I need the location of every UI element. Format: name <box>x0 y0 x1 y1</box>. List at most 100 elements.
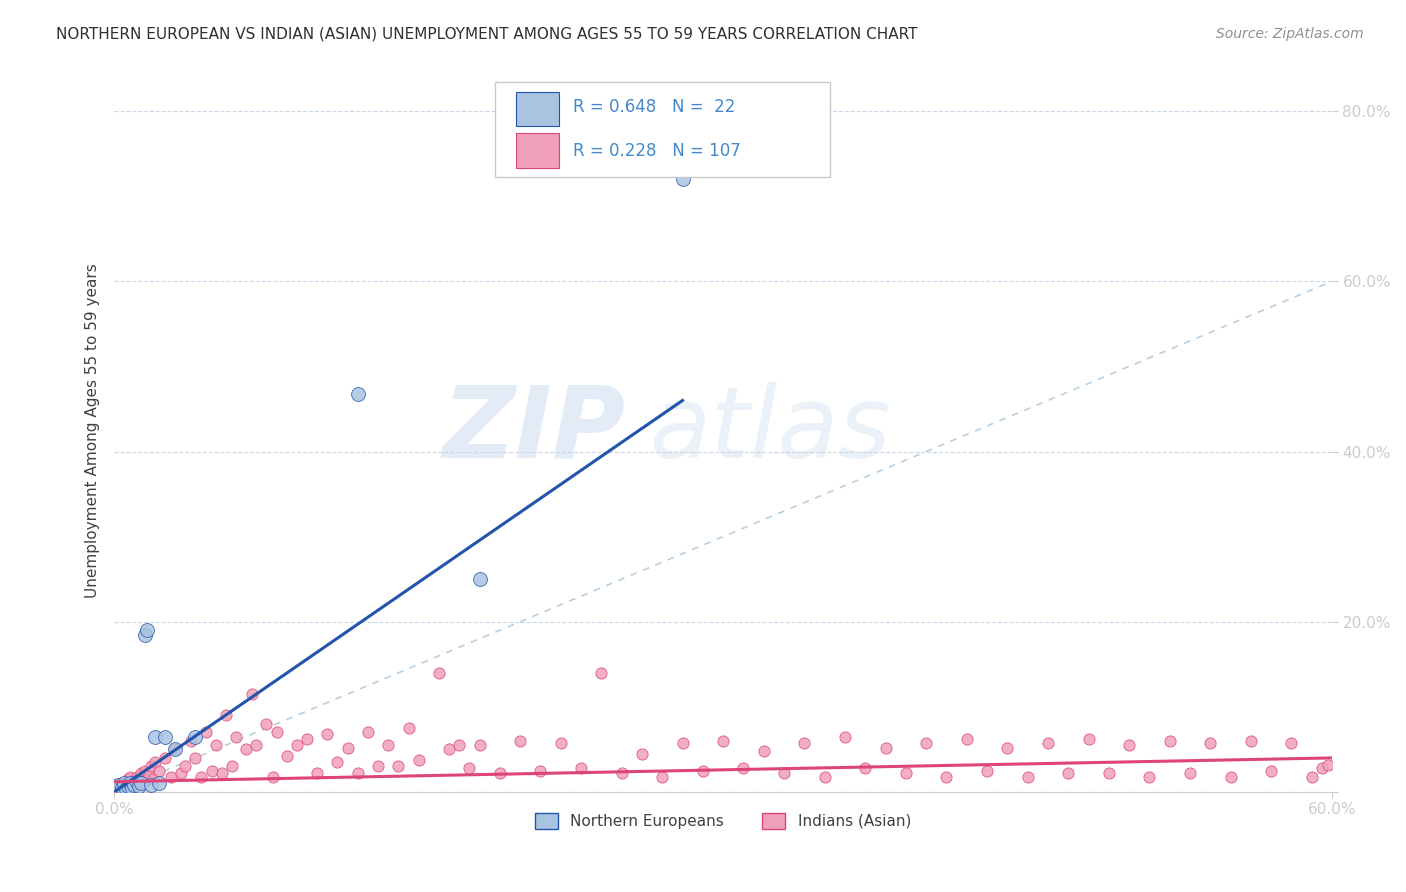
Point <box>165 742 187 756</box>
Point <box>1219 770 1241 784</box>
Point <box>489 766 512 780</box>
Point <box>135 772 157 787</box>
Point <box>121 780 143 795</box>
Point <box>834 730 856 744</box>
Text: R = 0.648   N =  22: R = 0.648 N = 22 <box>574 98 735 116</box>
Point <box>215 708 238 723</box>
Point <box>733 761 755 775</box>
Point <box>814 770 837 784</box>
Point <box>124 778 146 792</box>
Point <box>1057 766 1080 780</box>
Point <box>569 761 592 775</box>
Point <box>134 764 156 778</box>
FancyBboxPatch shape <box>495 81 831 177</box>
Point <box>1118 738 1140 752</box>
Text: Source: ZipAtlas.com: Source: ZipAtlas.com <box>1216 27 1364 41</box>
Point <box>752 744 775 758</box>
Point <box>427 665 450 680</box>
Point <box>125 774 148 789</box>
Point <box>120 770 142 784</box>
Point <box>235 742 257 756</box>
Point <box>285 738 308 752</box>
Point <box>112 776 135 790</box>
Point <box>174 759 197 773</box>
Point <box>225 730 247 744</box>
Point <box>135 624 157 638</box>
Point <box>326 755 349 769</box>
Point <box>125 770 148 784</box>
Point <box>124 774 146 789</box>
Point <box>240 687 263 701</box>
Point <box>398 721 420 735</box>
Point <box>875 740 897 755</box>
Bar <box>516 133 558 168</box>
Point <box>170 766 193 780</box>
Text: atlas: atlas <box>650 382 891 479</box>
Point <box>346 386 368 401</box>
Point <box>121 776 143 790</box>
Point <box>1098 766 1121 780</box>
Point <box>773 766 796 780</box>
Point <box>190 770 212 784</box>
Point <box>449 738 471 752</box>
Point <box>793 736 815 750</box>
Point <box>295 732 318 747</box>
Point <box>468 738 491 752</box>
Point <box>148 776 170 790</box>
Point <box>276 749 298 764</box>
Point <box>128 779 150 793</box>
Point <box>107 778 129 792</box>
Bar <box>516 92 558 127</box>
Point <box>153 751 176 765</box>
Point <box>935 770 957 784</box>
Point <box>711 734 734 748</box>
Point <box>245 738 267 752</box>
Point <box>153 730 176 744</box>
Point <box>1159 734 1181 748</box>
Text: ZIP: ZIP <box>443 382 626 479</box>
Point <box>211 766 233 780</box>
Point <box>1310 761 1333 775</box>
Point <box>1240 734 1263 748</box>
Point <box>692 764 714 778</box>
Point <box>184 751 207 765</box>
Point <box>377 738 399 752</box>
Point <box>915 736 938 750</box>
Point <box>387 759 409 773</box>
Point <box>1036 736 1059 750</box>
Point <box>671 736 693 750</box>
Legend: Northern Europeans, Indians (Asian): Northern Europeans, Indians (Asian) <box>529 806 917 835</box>
Point <box>139 759 162 773</box>
Point <box>437 742 460 756</box>
Point <box>111 780 134 795</box>
Point <box>134 627 156 641</box>
Y-axis label: Unemployment Among Ages 55 to 59 years: Unemployment Among Ages 55 to 59 years <box>86 263 100 598</box>
Point <box>610 766 633 780</box>
Point <box>180 734 202 748</box>
Point <box>408 753 430 767</box>
Point <box>458 761 481 775</box>
Point <box>112 778 135 792</box>
Point <box>117 779 139 793</box>
Point <box>1178 766 1201 780</box>
Point <box>336 740 359 755</box>
Point <box>307 766 329 780</box>
Point <box>1301 770 1323 784</box>
Point <box>204 738 226 752</box>
Point <box>262 770 284 784</box>
Point <box>509 734 531 748</box>
Point <box>129 776 152 790</box>
Point <box>631 747 654 761</box>
Point <box>221 759 243 773</box>
Point <box>651 770 673 784</box>
Point <box>143 755 166 769</box>
Point <box>316 727 339 741</box>
Point <box>550 736 572 750</box>
Point <box>956 732 979 747</box>
Point <box>138 768 160 782</box>
Point <box>671 172 693 186</box>
Point <box>529 764 551 778</box>
Point <box>1317 757 1340 772</box>
Point <box>1260 764 1282 778</box>
Point <box>254 717 277 731</box>
